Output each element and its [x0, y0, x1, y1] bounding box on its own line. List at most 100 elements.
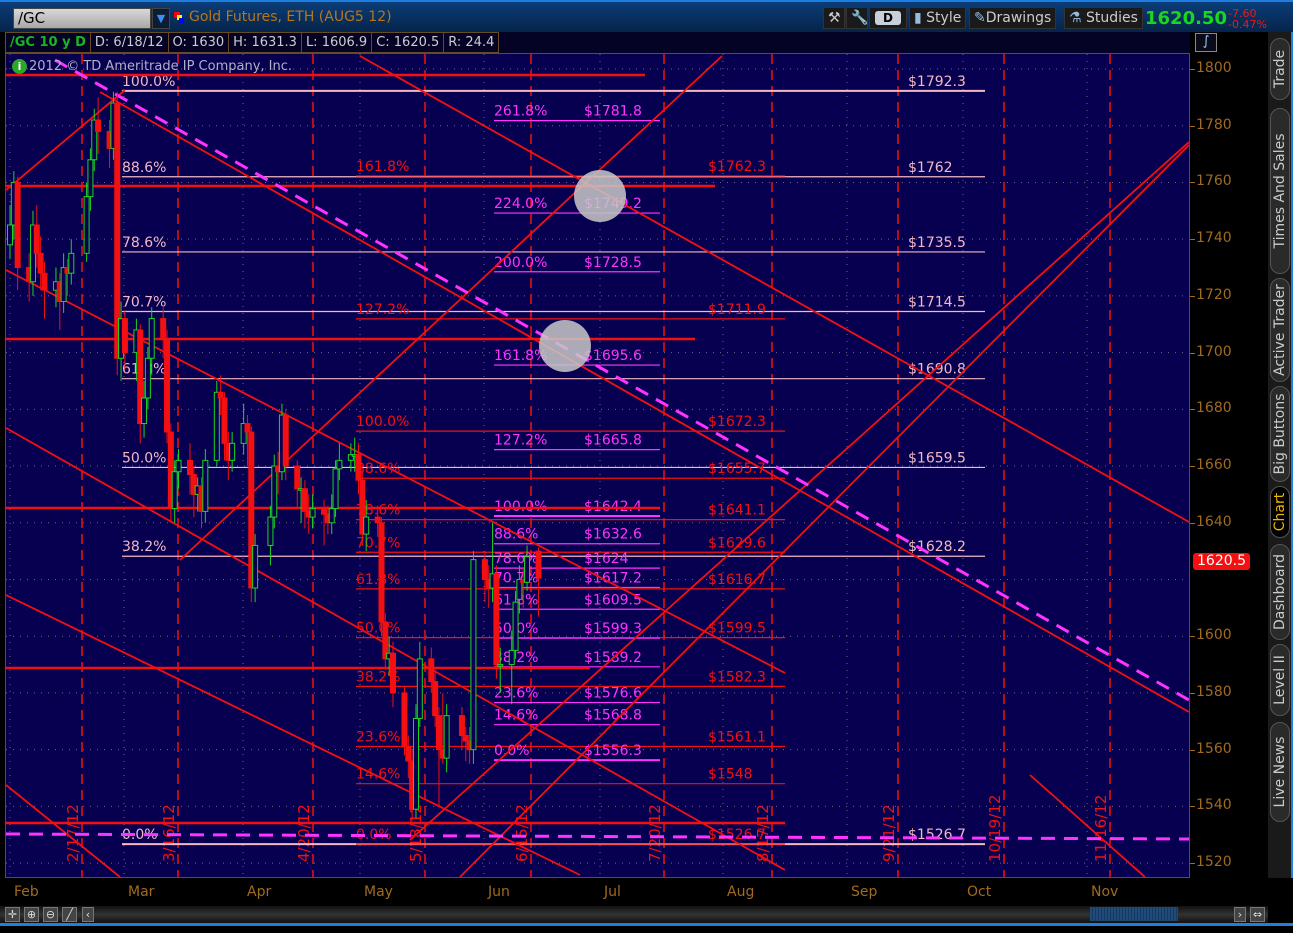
time-marker-label: 4/20/12 — [295, 804, 313, 862]
drawing-tools-icon[interactable]: ⚒ — [823, 7, 845, 29]
month-label: Apr — [247, 884, 272, 900]
side-tab-times-and-sales[interactable]: Times And Sales — [1270, 108, 1290, 274]
month-label: Aug — [727, 884, 755, 900]
candle-body — [60, 267, 67, 303]
fib-b-price-label: $1655.7 — [708, 461, 766, 477]
candle-body — [412, 717, 419, 810]
candle-body — [378, 522, 385, 623]
candle-body — [148, 318, 155, 359]
scroll-left-button[interactable]: ‹ — [82, 907, 94, 922]
pan-icon[interactable]: ✛ — [5, 907, 20, 922]
highlight-circle — [574, 170, 626, 222]
fib-c-price-label: $1624 — [584, 551, 629, 567]
candle-body — [137, 329, 144, 424]
ohlc-info-bar: /GC 10 y D D: 6/18/12 O: 1630 H: 1631.3 … — [5, 32, 1190, 53]
candles — [7, 91, 542, 821]
candle-body — [301, 488, 308, 512]
chart-scrollbar[interactable]: ✛ ⊕ ⊖ ╱ ‹ › ⇔ — [0, 906, 1268, 923]
fib-b-percent-label: 127.2% — [356, 302, 409, 318]
symbol-input[interactable]: /GC — [13, 8, 151, 29]
fib-a-price-label: $1762 — [908, 160, 953, 176]
studies-button[interactable]: ⚗ Studies — [1064, 7, 1143, 29]
fib-b-price-label: $1561.1 — [708, 730, 766, 746]
aggregation-button[interactable]: D — [869, 7, 907, 29]
time-marker-label: 10/19/12 — [986, 795, 1004, 862]
expand-icon[interactable]: ⇔ — [1250, 907, 1265, 922]
candle-body — [121, 318, 128, 354]
price-tick-mark — [1190, 295, 1195, 297]
candle-body — [294, 465, 301, 490]
fib-b-price-label: $1762.3 — [708, 159, 766, 175]
fib-b-price-label: $1548 — [708, 767, 753, 783]
side-tab-active-trader[interactable]: Active Trader — [1270, 278, 1290, 382]
fib-a-percent-label: 88.6% — [122, 160, 166, 176]
zoom-in-icon[interactable]: ⊕ — [24, 907, 39, 922]
trendline — [359, 55, 1189, 523]
candle-body — [171, 471, 178, 510]
side-tab-label: Live News — [1272, 736, 1288, 808]
month-label: Feb — [14, 884, 39, 900]
fib-b-percent-label: 70.7% — [356, 535, 400, 551]
price-tick-label: 1540 — [1196, 797, 1232, 814]
settings-wrench-icon[interactable]: 🔧 — [846, 7, 868, 29]
fib-c-price-label: $1599.3 — [584, 621, 642, 637]
bar-low: L: 1606.9 — [301, 32, 373, 53]
month-label: Mar — [128, 884, 155, 900]
month-label: Nov — [1091, 884, 1119, 900]
fibonacci-levels[interactable]: 100.0% $1792.3 88.6% $1762 78.6% $1735.5 70.7%… — [122, 74, 985, 846]
fib-a-price-label: $1526.7 — [908, 827, 966, 843]
percent-change: -0.47% — [1228, 18, 1267, 31]
candle-body — [435, 715, 442, 751]
net-change: -7.60 — [1228, 7, 1257, 20]
candle-body — [309, 508, 316, 518]
scroll-thumb[interactable] — [1090, 907, 1178, 921]
fib-b-price-label: $1616.7 — [708, 572, 766, 588]
candle-body — [512, 601, 519, 651]
price-tick-mark — [1190, 239, 1195, 241]
draw-line-icon[interactable]: ╱ — [62, 907, 77, 922]
side-tab-trade[interactable]: Trade — [1270, 38, 1290, 100]
time-marker-label: 3/16/12 — [160, 804, 178, 862]
fib-c-percent-label: 224.0% — [494, 196, 547, 212]
price-tick-label: 1720 — [1196, 286, 1232, 303]
price-axis[interactable]: 1800 1780 1760 1740 1720 1700 1680 1660 1640 1600… — [1190, 53, 1268, 878]
trendline — [459, 144, 1189, 877]
price-scale-icon[interactable]: ∫ — [1195, 33, 1217, 52]
bar-date: D: 6/18/12 — [90, 32, 169, 53]
zoom-out-icon[interactable]: ⊖ — [43, 907, 58, 922]
drawings-button[interactable]: ✎Drawings — [969, 7, 1057, 29]
time-axis[interactable]: Feb Mar Apr May Jun Jul Aug Sep Oct Nov — [0, 878, 1268, 906]
candle-body — [175, 459, 182, 473]
side-tab-label: Trade — [1272, 49, 1288, 89]
side-tab-chart[interactable]: Chart — [1270, 486, 1290, 538]
symbol-description: Gold Futures, ETH (AUG5 12) — [189, 9, 392, 25]
candle-body — [252, 544, 259, 589]
time-markers: 2/17/12 3/16/12 4/20/12 5/18/12 6/15/12 7/20/… — [64, 54, 1111, 877]
fib-a-percent-label: 70.7% — [122, 294, 166, 310]
fib-c-price-label: $1576.6 — [584, 686, 642, 702]
fib-a-percent-label: 38.2% — [122, 539, 166, 555]
trendline — [179, 55, 723, 561]
trendline — [99, 91, 1189, 713]
side-tab-live-news[interactable]: Live News — [1270, 722, 1290, 822]
last-price: 1620.50 — [1145, 8, 1227, 29]
side-tab-level-ii[interactable]: Level II — [1270, 644, 1290, 716]
candle-body — [328, 508, 335, 524]
symbol-dropdown-button[interactable]: ▼ — [152, 8, 170, 29]
link-color-icon[interactable] — [174, 12, 185, 24]
time-marker-label: 2/17/12 — [64, 804, 82, 862]
fib-b-percent-label: 78.6% — [356, 503, 400, 519]
style-button[interactable]: ▮ Style — [909, 7, 967, 29]
side-tab-dashboard[interactable]: Dashboard — [1270, 544, 1290, 640]
side-tab-big-buttons[interactable]: Big Buttons — [1270, 386, 1290, 482]
trendline — [1029, 774, 1146, 877]
scroll-right-button[interactable]: › — [1234, 907, 1246, 922]
info-icon[interactable]: i — [12, 59, 27, 74]
candle-body — [41, 272, 48, 291]
chart-period-label[interactable]: /GC 10 y D — [5, 32, 91, 53]
price-tick-mark — [1190, 125, 1195, 127]
candle-body — [382, 621, 389, 660]
price-tick-mark — [1190, 806, 1195, 808]
side-tabs: Trade Times And Sales Active Trader Big But… — [1268, 32, 1293, 878]
candle-body — [332, 468, 339, 510]
